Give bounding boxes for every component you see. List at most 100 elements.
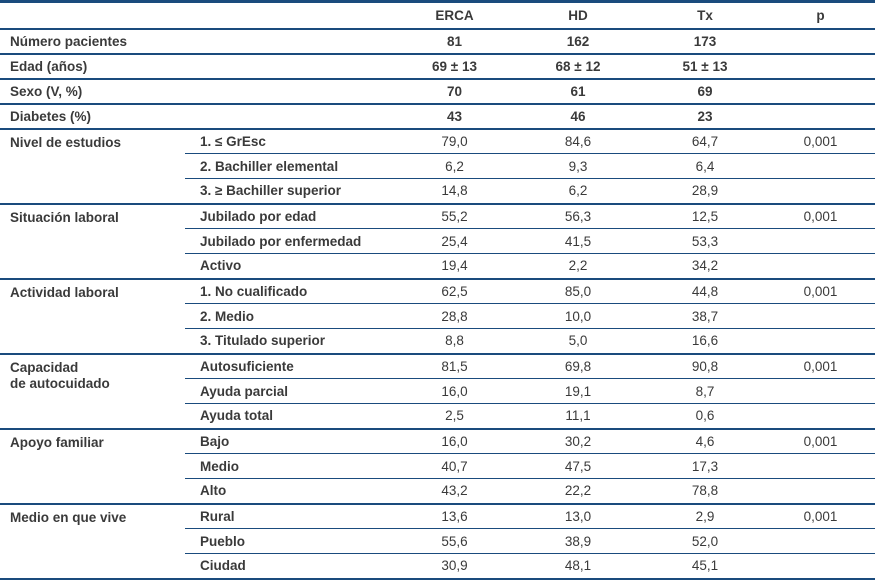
cell-p <box>766 228 875 254</box>
sub-label: Medio <box>185 453 397 479</box>
group-label: Situación laboral <box>0 203 185 280</box>
sub-label: Ayuda total <box>185 403 397 430</box>
cell-p <box>766 153 875 179</box>
cell-p: 0,001 <box>766 503 875 529</box>
cell-p <box>766 178 875 205</box>
cell-tx: 64,7 <box>644 128 766 154</box>
table-row: Capacidad de autocuidado Autosuficiente … <box>0 353 875 430</box>
column-header-p: p <box>766 1 875 30</box>
cell-p: 0,001 <box>766 353 875 379</box>
column-header-tx: Tx <box>644 1 766 30</box>
column-header-hd: HD <box>512 1 644 30</box>
cell-tx: 12,5 <box>644 203 766 229</box>
cell-p <box>766 553 875 580</box>
cell-p <box>766 303 875 329</box>
cell-tx: 34,2 <box>644 253 766 280</box>
cell-p <box>766 103 875 130</box>
table-row: Medio en que vive Rural 13,6 13,0 2,9 0,… <box>0 503 875 580</box>
cell-hd: 69,8 <box>512 353 644 379</box>
cell-erca: 16,0 <box>397 428 512 454</box>
table-row: Medio 40,7 47,5 17,3 <box>0 453 875 479</box>
table-row: Situación laboral Jubilado por edad 55,2… <box>0 203 875 280</box>
cell-hd: 13,0 <box>512 503 644 529</box>
table-row: Ciudad 30,9 48,1 45,1 <box>0 553 875 580</box>
cell-p <box>766 253 875 280</box>
cell-erca: 62,5 <box>397 278 512 304</box>
sub-label: 3. Titulado superior <box>185 328 397 355</box>
cell-tx: 17,3 <box>644 453 766 479</box>
cell-erca: 8,8 <box>397 328 512 355</box>
cell-hd: 47,5 <box>512 453 644 479</box>
sub-label: Bajo <box>185 428 397 454</box>
cell-hd: 162 <box>512 28 644 55</box>
cell-hd: 6,2 <box>512 178 644 205</box>
group-label: Capacidad de autocuidado <box>0 353 185 430</box>
table-row: Apoyo familiar Bajo 16,0 30,2 4,6 0,001 <box>0 428 875 505</box>
cell-p <box>766 403 875 430</box>
group-label: Nivel de estudios <box>0 128 185 205</box>
cell-hd: 48,1 <box>512 553 644 580</box>
cell-tx: 16,6 <box>644 328 766 355</box>
table-row: Jubilado por enfermedad 25,4 41,5 53,3 <box>0 228 875 254</box>
cell-tx: 53,3 <box>644 228 766 254</box>
cell-p <box>766 78 875 105</box>
cell-erca: 19,4 <box>397 253 512 280</box>
group-label: Apoyo familiar <box>0 428 185 505</box>
cell-hd: 5,0 <box>512 328 644 355</box>
cell-tx: 69 <box>644 78 766 105</box>
cell-hd: 68 ± 12 <box>512 53 644 80</box>
table-row: 2. Medio 28,8 10,0 38,7 <box>0 303 875 329</box>
cell-hd: 22,2 <box>512 478 644 505</box>
table-row: Pueblo 55,6 38,9 52,0 <box>0 528 875 554</box>
cell-tx: 52,0 <box>644 528 766 554</box>
table-row: 2. Bachiller elemental 6,2 9,3 6,4 <box>0 153 875 179</box>
cell-p: 0,001 <box>766 278 875 304</box>
cell-p <box>766 53 875 80</box>
cell-tx: 173 <box>644 28 766 55</box>
cell-p <box>766 28 875 55</box>
group-label: Actividad laboral <box>0 278 185 355</box>
cell-tx: 2,9 <box>644 503 766 529</box>
cell-hd: 9,3 <box>512 153 644 179</box>
row-label: Sexo (V, %) <box>0 78 397 105</box>
cell-hd: 2,2 <box>512 253 644 280</box>
cell-tx: 90,8 <box>644 353 766 379</box>
cell-erca: 55,6 <box>397 528 512 554</box>
sub-label: Pueblo <box>185 528 397 554</box>
cell-erca: 14,8 <box>397 178 512 205</box>
sub-label: Ayuda parcial <box>185 378 397 404</box>
sub-label: Jubilado por edad <box>185 203 397 229</box>
cell-erca: 13,6 <box>397 503 512 529</box>
cell-p <box>766 378 875 404</box>
sub-label: Jubilado por enfermedad <box>185 228 397 254</box>
cell-erca: 79,0 <box>397 128 512 154</box>
cell-erca: 30,9 <box>397 553 512 580</box>
sub-label: Rural <box>185 503 397 529</box>
cell-tx: 45,1 <box>644 553 766 580</box>
cell-tx: 78,8 <box>644 478 766 505</box>
cell-erca: 55,2 <box>397 203 512 229</box>
cell-tx: 51 ± 13 <box>644 53 766 80</box>
cell-tx: 44,8 <box>644 278 766 304</box>
table-row: Ayuda parcial 16,0 19,1 8,7 <box>0 378 875 404</box>
cell-erca: 16,0 <box>397 378 512 404</box>
table-row: Alto 43,2 22,2 78,8 <box>0 478 875 505</box>
table-header-row: ERCA HD Tx p <box>0 1 875 30</box>
sub-label: Autosuficiente <box>185 353 397 379</box>
cell-hd: 10,0 <box>512 303 644 329</box>
cell-p <box>766 528 875 554</box>
sub-label: 1. ≤ GrEsc <box>185 128 397 154</box>
table-row: 3. ≥ Bachiller superior 14,8 6,2 28,9 <box>0 178 875 205</box>
table-row: Edad (años) 69 ± 13 68 ± 12 51 ± 13 <box>0 53 875 80</box>
cell-tx: 38,7 <box>644 303 766 329</box>
cell-p: 0,001 <box>766 128 875 154</box>
cell-hd: 19,1 <box>512 378 644 404</box>
cell-erca: 81 <box>397 28 512 55</box>
table-row: Sexo (V, %) 70 61 69 <box>0 78 875 105</box>
cell-erca: 40,7 <box>397 453 512 479</box>
row-label: Edad (años) <box>0 53 397 80</box>
row-label: Número pacientes <box>0 28 397 55</box>
cell-erca: 43 <box>397 103 512 130</box>
